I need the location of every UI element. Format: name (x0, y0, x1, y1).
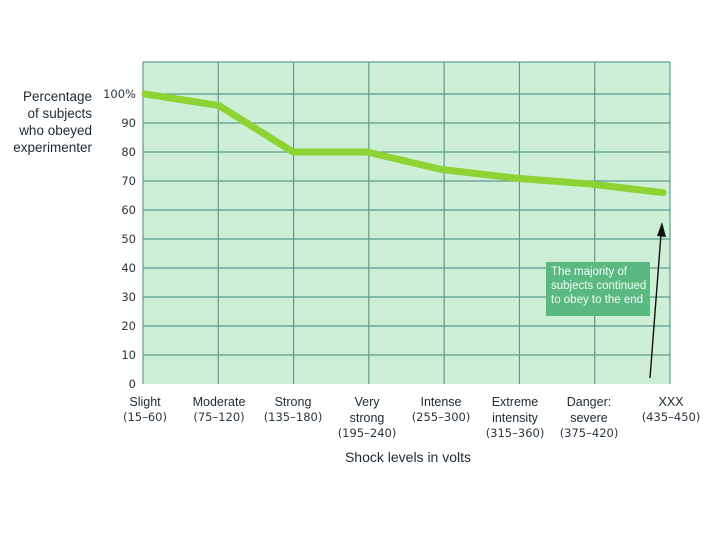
x-tick-name: Very (354, 395, 380, 409)
annotation-box (546, 262, 650, 316)
y-tick-label: 100% (103, 87, 136, 101)
y-axis-label-line: experimenter (13, 140, 92, 155)
series-line (141, 90, 667, 197)
x-tick-name: Slight (129, 395, 161, 409)
y-axis-ticks: 0 10 20 30 40 50 60 70 80 90 100% (103, 87, 136, 391)
x-tick: XXX(435–450) (642, 395, 701, 424)
x-tick-range: (195–240) (338, 426, 397, 440)
series-line-path (141, 90, 667, 197)
y-tick-label: 80 (121, 145, 136, 159)
data-point (439, 167, 443, 171)
x-tick-name: Danger: (567, 395, 611, 409)
y-tick-label: 20 (121, 319, 136, 333)
data-point (143, 92, 147, 96)
x-tick: Intense(255–300) (412, 395, 471, 424)
x-axis-title: Shock levels in volts (345, 449, 471, 465)
y-axis-label: Percentage of subjects who obeyed experimen… (13, 89, 92, 155)
data-point (217, 104, 221, 108)
x-tick-name: severe (570, 411, 608, 425)
x-tick: Extreme intensity(315–360) (486, 395, 545, 440)
y-tick-label: 70 (121, 174, 136, 188)
annotation-text-line: The majority of (551, 266, 628, 278)
x-tick-name: intensity (492, 411, 539, 425)
x-tick-range: (315–360) (486, 426, 545, 440)
x-tick-range: (435–450) (642, 410, 701, 424)
x-tick-name: Intense (420, 395, 461, 409)
x-tick: Very strong(195–240) (338, 395, 397, 440)
y-tick-label: 60 (121, 203, 136, 217)
y-tick-label: 40 (121, 261, 136, 275)
x-axis-ticks: Slight(15–60) Moderate(75–120) Strong(135–… (123, 395, 700, 440)
x-tick-range: (135–180) (264, 410, 323, 424)
x-tick: Danger: severe(375–420) (560, 395, 619, 440)
x-tick-range: (375–420) (560, 426, 619, 440)
y-axis-label-line: who obeyed (18, 123, 92, 138)
annotation-text-line: to obey to the end (551, 294, 643, 306)
x-tick-name: strong (350, 411, 385, 425)
y-tick-label: 90 (121, 116, 136, 130)
y-tick-label: 30 (121, 290, 136, 304)
x-tick-range: (15–60) (123, 410, 167, 424)
x-tick: Strong(135–180) (264, 395, 323, 424)
annotation-text-line: subjects continued (551, 280, 646, 292)
y-tick-label: 50 (121, 232, 136, 246)
x-tick-range: (255–300) (412, 410, 471, 424)
x-tick-range: (75–120) (193, 410, 244, 424)
x-tick: Slight(15–60) (123, 395, 167, 424)
data-point (365, 150, 369, 154)
y-axis-label-line: of subjects (27, 106, 92, 121)
arrow-head (657, 222, 666, 237)
annotation-arrow (649, 233, 662, 379)
y-tick-label: 10 (121, 348, 136, 362)
x-tick-name: Strong (275, 395, 312, 409)
data-point (513, 176, 517, 180)
x-tick-name: Moderate (193, 395, 246, 409)
data-point (291, 150, 295, 154)
x-tick-name: XXX (658, 395, 684, 409)
data-point (661, 191, 665, 195)
data-point (587, 182, 591, 186)
annotation: The majority of subjects continued to obey… (546, 222, 666, 379)
y-axis-label-line: Percentage (23, 89, 92, 104)
x-tick-name: Extreme (492, 395, 539, 409)
y-tick-label: 0 (129, 377, 136, 391)
x-tick: Moderate(75–120) (193, 395, 246, 424)
